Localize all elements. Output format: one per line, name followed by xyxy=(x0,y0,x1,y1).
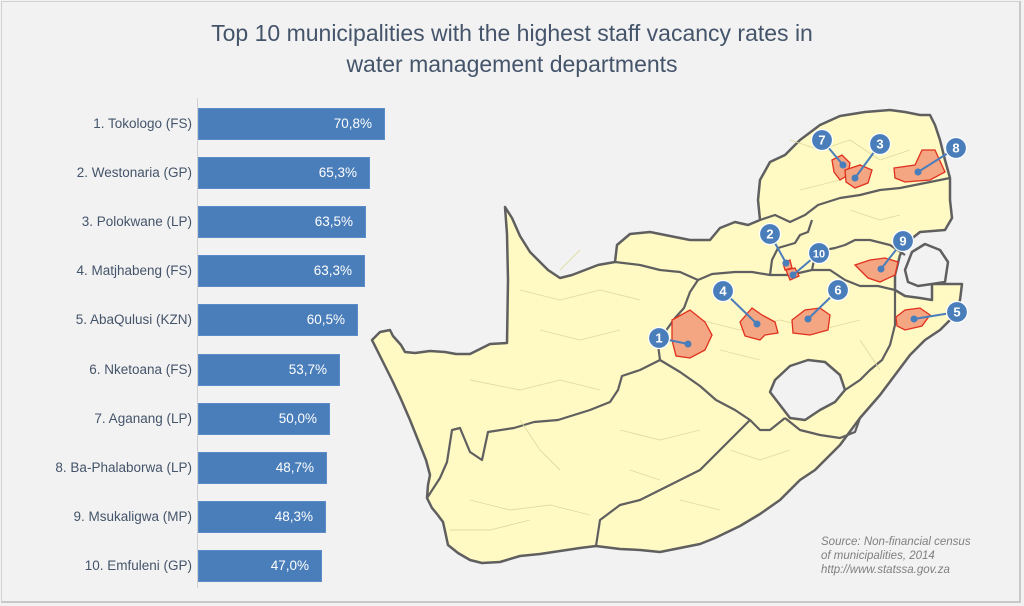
bar-value-label: 48,7% xyxy=(275,459,314,475)
map-marker: 8 xyxy=(914,136,968,176)
bar: 48,3% xyxy=(198,500,326,533)
category-axis-line xyxy=(197,98,198,588)
map-marker: 6 xyxy=(804,278,850,323)
bar: 70,8% xyxy=(198,108,385,140)
swaziland-cutout xyxy=(903,242,950,288)
source-line-2: of municipalities, 2014 xyxy=(821,550,935,562)
marker-number: 2 xyxy=(766,227,773,242)
marker-badge xyxy=(711,279,735,303)
marker-badge xyxy=(868,132,892,156)
bar-row: 4. Matjhabeng (FS) 63,3% xyxy=(0,255,400,288)
bar: 50,0% xyxy=(198,402,330,435)
chart-title: Top 10 municipalities with the highest s… xyxy=(0,18,1024,80)
bar-value-label: 70,8% xyxy=(333,116,372,131)
bar-value-label: 50,0% xyxy=(278,410,317,426)
bar-row: 1. Tokologo (FS) 70,8% xyxy=(0,108,400,140)
bar: 63,5% xyxy=(198,206,366,239)
marker-number: 1 xyxy=(655,331,662,346)
bar-label: 10. Emfuleni (GP) xyxy=(84,557,192,573)
map-markers: 1 2 3 4 5 6 7 8 9 10 xyxy=(647,128,969,350)
bar-value-label: 63,5% xyxy=(314,214,353,230)
marker-number: 10 xyxy=(813,249,825,261)
bar-label: 2. Westonaria (GP) xyxy=(76,165,192,181)
map-marker: 5 xyxy=(910,300,969,324)
title-line-1: Top 10 municipalities with the highest s… xyxy=(211,20,813,46)
marker-badge xyxy=(810,128,834,152)
marker-anchor-dot xyxy=(914,168,922,176)
bar-label: 3. Polokwane (LP) xyxy=(81,214,192,230)
map-marker: 3 xyxy=(851,132,892,182)
title-line-2: water management departments xyxy=(346,51,678,77)
marker-anchor-dot xyxy=(684,340,692,348)
marker-number: 5 xyxy=(953,305,960,320)
bar: 48,7% xyxy=(198,451,327,484)
marker-badge xyxy=(891,229,915,253)
map-marker: 1 xyxy=(647,326,692,350)
bar-row: 8. Ba-Phalaborwa (LP) 48,7% xyxy=(0,451,400,484)
bar-value-label: 47,0% xyxy=(270,557,309,573)
region-9-msukaligwa xyxy=(853,257,899,283)
marker-anchor-dot xyxy=(851,174,859,182)
bar-label: 5. AbaQulusi (KZN) xyxy=(75,312,192,328)
region-8-ba-phalaborwa xyxy=(893,149,946,183)
bar: 47,0% xyxy=(198,549,322,582)
marker-number: 9 xyxy=(899,234,906,249)
source-note: Source: Non-financial census of municipa… xyxy=(821,535,971,577)
bar: 65,3% xyxy=(198,157,370,190)
bar-row: 5. AbaQulusi (KZN) 60,5% xyxy=(0,304,400,337)
bar-row: 2. Westonaria (GP) 65,3% xyxy=(0,157,400,190)
map-marker: 4 xyxy=(711,279,761,328)
marker-badge xyxy=(826,278,850,302)
marker-anchor-dot xyxy=(839,161,847,169)
bar-row: 10. Emfuleni (GP) 47,0% xyxy=(0,549,400,582)
bar-row: 7. Aganang (LP) 50,0% xyxy=(0,402,400,435)
region-6-nketoana xyxy=(791,307,831,336)
marker-number: 7 xyxy=(818,133,825,148)
map-marker: 10 xyxy=(789,241,831,279)
marker-badge xyxy=(758,222,782,246)
marker-anchor-dot xyxy=(753,320,761,328)
bar-value-label: 53,7% xyxy=(288,361,327,377)
source-line-1: Source: Non-financial census xyxy=(821,536,971,548)
bar-value-label: 48,3% xyxy=(274,508,313,524)
bar-label: 6. Nketoana (FS) xyxy=(89,361,192,377)
region-3-polokwane xyxy=(844,164,873,189)
map-marker: 2 xyxy=(758,222,790,267)
bar-row: 3. Polokwane (LP) 63,5% xyxy=(0,206,400,239)
source-line-3: http://www.statssa.gov.za xyxy=(821,564,950,576)
marker-number: 6 xyxy=(834,283,841,298)
bar: 63,3% xyxy=(198,255,365,288)
marker-anchor-dot xyxy=(910,315,918,323)
marker-number: 4 xyxy=(719,284,727,299)
marker-badge xyxy=(807,241,831,265)
marker-number: 3 xyxy=(876,137,883,152)
bar-label: 9. Msukaligwa (MP) xyxy=(73,508,192,524)
marker-anchor-dot xyxy=(877,265,885,273)
bar-row: 6. Nketoana (FS) 53,7% xyxy=(0,353,400,386)
marker-badge xyxy=(647,326,671,350)
bar-value-label: 60,5% xyxy=(306,312,345,328)
marker-number: 8 xyxy=(952,141,959,156)
lesotho-cutout xyxy=(768,358,847,422)
region-1-tokologo xyxy=(671,309,713,359)
map-marker: 9 xyxy=(877,229,915,273)
bar-value-label: 63,3% xyxy=(313,263,352,279)
marker-badge xyxy=(945,300,969,324)
map-marker: 7 xyxy=(810,128,847,169)
marker-anchor-dot xyxy=(789,271,797,279)
marker-anchor-dot xyxy=(782,259,790,267)
bar: 60,5% xyxy=(198,304,358,337)
bar-label: 8. Ba-Phalaborwa (LP) xyxy=(55,459,192,475)
municipal-borders xyxy=(450,139,911,531)
bar-label: 4. Matjhabeng (FS) xyxy=(76,263,192,279)
bar-value-label: 65,3% xyxy=(318,165,357,181)
bar-label: 1. Tokologo (FS) xyxy=(93,116,192,131)
bar-row: 9. Msukaligwa (MP) 48,3% xyxy=(0,500,400,533)
bar: 53,7% xyxy=(198,353,340,386)
bar-label: 7. Aganang (LP) xyxy=(94,410,192,426)
marker-anchor-dot xyxy=(804,315,812,323)
marker-badge xyxy=(944,136,968,160)
